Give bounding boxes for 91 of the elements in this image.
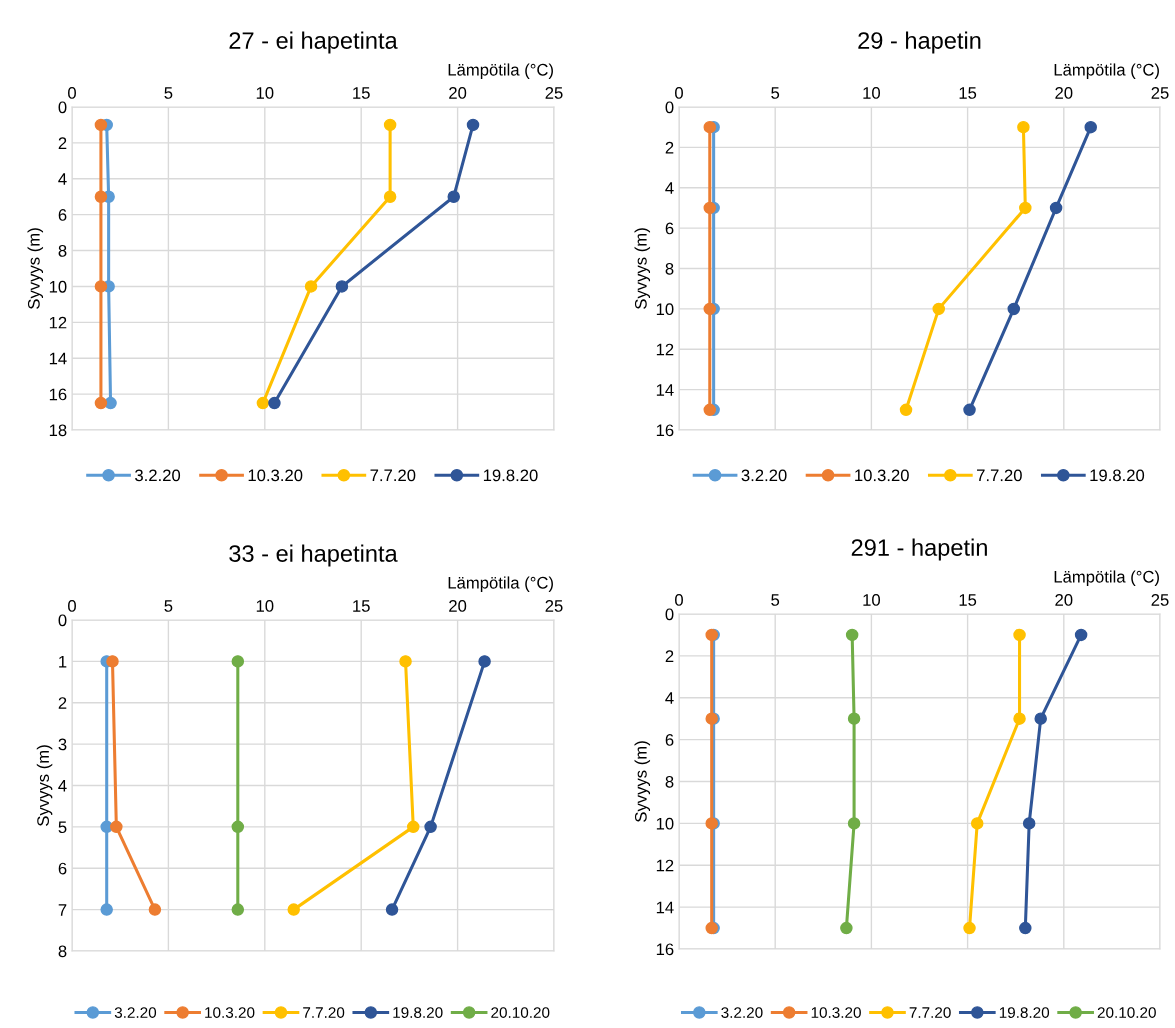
y-tick-label: 16 (656, 424, 674, 437)
x-axis-title: Lämpötila (°C) (1054, 63, 1159, 79)
y-tick-label: 2 (665, 650, 674, 662)
y-tick-label: 4 (665, 692, 674, 704)
legend-label: 10.3.20 (205, 1007, 255, 1018)
y-tick-label: 10 (656, 817, 674, 830)
y-tick-label: 18 (49, 424, 67, 437)
legend-label: 7.7.20 (303, 1007, 345, 1018)
y-tick-label: 14 (656, 384, 674, 396)
x-axis-title: Lämpötila (°C) (448, 63, 553, 79)
y-tick-label: 7 (58, 904, 67, 916)
y-tick-label: 8 (58, 244, 67, 257)
y-axis-title: Syvyys (m) (634, 228, 651, 309)
y-tick-label: 0 (665, 608, 674, 621)
legend-label: 3.2.20 (135, 469, 181, 482)
x-tick-label: 10 (863, 594, 881, 606)
y-tick-label: 8 (665, 262, 674, 275)
x-tick-label: 10 (863, 87, 881, 99)
y-axis-title: Syvyys (m) (36, 745, 53, 826)
y-tick-label: 2 (58, 137, 67, 149)
y-tick-label: 12 (49, 316, 67, 329)
y-tick-label: 10 (49, 280, 67, 293)
chart-title: 33 - ei hapetinta (229, 544, 398, 567)
x-tick-label: 5 (771, 87, 780, 99)
y-tick-label: 16 (49, 388, 67, 401)
y-tick-label: 4 (58, 780, 67, 792)
y-tick-label: 5 (58, 821, 67, 834)
x-tick-label: 5 (164, 87, 173, 99)
legend-label: 3.2.20 (721, 1007, 763, 1018)
y-tick-label: 14 (49, 352, 67, 365)
y-tick-label: 0 (58, 101, 67, 114)
y-tick-label: 6 (58, 862, 67, 875)
y-tick-label: 8 (58, 945, 67, 958)
legend-label: 19.8.20 (483, 469, 538, 482)
x-tick-label: 5 (771, 594, 780, 606)
y-tick-label: 4 (665, 182, 674, 194)
legend-label: 3.2.20 (114, 1007, 157, 1018)
y-axis-title: Syvyys (m) (27, 228, 44, 309)
y-tick-label: 14 (656, 901, 674, 914)
y-tick-label: 2 (665, 141, 674, 154)
x-tick-label: 20 (1055, 87, 1073, 99)
y-tick-label: 16 (656, 943, 674, 956)
y-tick-label: 4 (58, 173, 67, 185)
x-tick-label: 25 (545, 600, 563, 612)
x-tick-label: 20 (1055, 594, 1073, 606)
y-tick-label: 10 (656, 303, 674, 316)
x-tick-label: 25 (545, 87, 563, 99)
x-tick-label: 20 (449, 87, 467, 99)
legend-label: 7.7.20 (370, 469, 416, 482)
legend-label: 10.3.20 (248, 469, 303, 482)
legend-label: 7.7.20 (909, 1007, 951, 1018)
x-tick-label: 0 (675, 594, 683, 606)
y-tick-label: 3 (58, 738, 67, 751)
x-tick-label: 15 (959, 87, 977, 99)
y-tick-label: 6 (58, 209, 67, 221)
legend-label: 7.7.20 (977, 469, 1022, 482)
x-tick-label: 15 (959, 594, 977, 606)
legend-label: 19.8.20 (1090, 469, 1145, 482)
legend-label: 20.10.20 (491, 1007, 550, 1018)
y-tick-label: 6 (665, 734, 674, 746)
x-tick-label: 15 (353, 87, 370, 99)
x-tick-label: 0 (675, 87, 683, 99)
legend-label: 19.8.20 (999, 1007, 1050, 1018)
y-tick-label: 12 (656, 343, 674, 356)
x-tick-label: 10 (256, 600, 274, 612)
chart-title: 291 - hapetin (851, 538, 987, 561)
y-tick-label: 2 (58, 697, 67, 709)
x-tick-label: 20 (449, 600, 467, 612)
x-tick-label: 0 (68, 600, 76, 612)
legend-label: 19.8.20 (393, 1007, 443, 1018)
y-tick-label: 8 (665, 775, 674, 788)
x-axis-title: Lämpötila (°C) (1054, 570, 1159, 586)
legend-label: 3.2.20 (741, 469, 787, 482)
chart-title: 29 - hapetin (858, 31, 981, 54)
y-axis-title: Syvyys (m) (634, 741, 651, 822)
legend-label: 10.3.20 (811, 1007, 861, 1018)
x-tick-label: 10 (256, 87, 274, 99)
y-tick-label: 0 (58, 614, 67, 627)
x-tick-label: 25 (1151, 594, 1169, 606)
y-tick-label: 0 (665, 101, 674, 114)
x-tick-label: 5 (164, 600, 173, 612)
legend-label: 10.3.20 (855, 469, 909, 482)
x-tick-label: 15 (353, 600, 370, 612)
y-tick-label: 1 (59, 655, 67, 668)
y-tick-label: 6 (665, 222, 674, 235)
y-tick-label: 12 (656, 859, 674, 872)
chart-title: 27 - ei hapetinta (229, 31, 398, 54)
x-tick-label: 25 (1151, 87, 1169, 99)
x-axis-title: Lämpötila (°C) (448, 576, 553, 592)
legend-label: 20.10.20 (1097, 1007, 1156, 1018)
x-tick-label: 0 (68, 87, 76, 99)
